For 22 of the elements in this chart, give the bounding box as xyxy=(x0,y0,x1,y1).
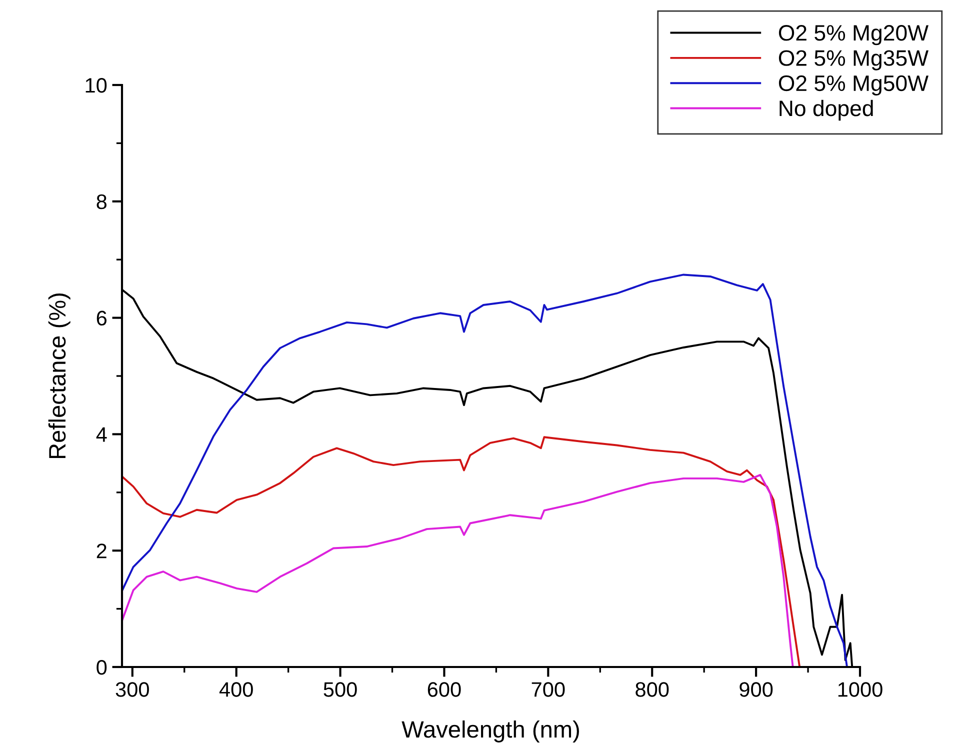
x-tick-label: 500 xyxy=(324,682,357,697)
x-tick-label: 1000 xyxy=(838,682,882,697)
x-tick-label: 700 xyxy=(532,682,565,697)
y-tick-label: 8 xyxy=(96,194,107,210)
x-tick-label: 600 xyxy=(428,682,461,697)
y-tick-label: 2 xyxy=(96,544,106,558)
y-tick-label: 10 xyxy=(86,78,107,93)
line-series xyxy=(122,474,794,667)
x-tick-label: 900 xyxy=(740,682,773,697)
legend-label: O2 5% Mg35W xyxy=(778,50,928,70)
y-tick-label: 6 xyxy=(96,310,106,326)
legend-label: O2 5% Mg50W xyxy=(778,75,928,96)
y-tick-label: 4 xyxy=(96,427,107,442)
x-tick-label: 800 xyxy=(636,682,669,697)
y-tick-label: 0 xyxy=(96,660,107,675)
legend-label: No doped xyxy=(780,100,873,121)
legend-label: O2 5% Mg20W xyxy=(778,25,928,46)
y-axis-title: Reflectance (%) xyxy=(48,293,70,458)
x-axis-title: Wavelength (nm) xyxy=(402,720,579,742)
line-series xyxy=(122,436,801,667)
x-tick-label: 400 xyxy=(219,682,253,697)
x-tick-label: 300 xyxy=(116,682,149,697)
